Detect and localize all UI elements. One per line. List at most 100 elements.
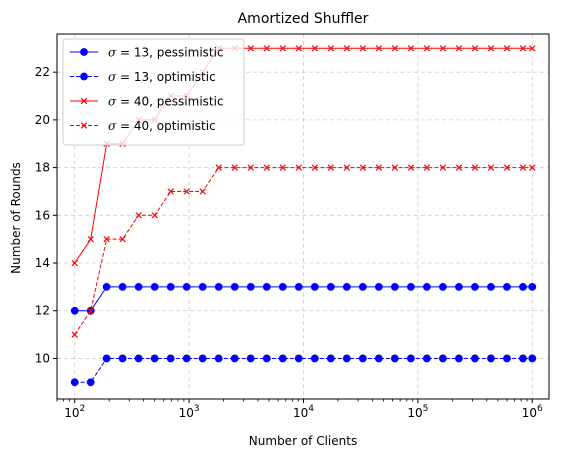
data-point-cross-b <box>423 164 431 171</box>
data-point-marker <box>406 282 415 291</box>
data-point-marker <box>70 306 79 315</box>
data-point-marker <box>166 282 175 291</box>
data-point-marker <box>134 354 143 363</box>
data-point-marker <box>102 354 111 363</box>
data-point-cross-b <box>471 45 479 52</box>
data-point-marker <box>294 282 303 291</box>
data-point-marker <box>118 354 127 363</box>
data-point-marker <box>119 235 126 243</box>
data-point-marker <box>487 282 495 291</box>
data-point-cross-b <box>279 164 286 171</box>
data-point-marker <box>262 282 271 291</box>
data-point-marker <box>439 45 447 52</box>
data-point-cross-b <box>295 164 302 171</box>
data-point-marker <box>359 45 367 52</box>
data-point-cross-b <box>247 164 254 171</box>
y-axis-label: Number of Rounds <box>9 162 23 274</box>
x-tick-label: 105 <box>407 404 428 420</box>
data-point-marker <box>471 45 479 52</box>
data-point-cross-b <box>529 45 536 52</box>
data-point-cross-b <box>311 164 319 171</box>
legend-entry: σ = 13, pessimistic <box>70 46 224 60</box>
data-point-marker <box>471 282 479 291</box>
data-point-marker <box>246 354 255 363</box>
data-point-marker <box>438 282 447 291</box>
data-point-marker <box>103 235 110 243</box>
chart-title: Amortized Shuffler <box>238 11 369 27</box>
data-point-cross-b <box>519 45 527 52</box>
data-point-cross-b <box>279 45 286 52</box>
plot-frame <box>56 33 550 400</box>
data-point-marker <box>87 235 94 243</box>
data-point-marker <box>86 378 95 387</box>
data-point-marker <box>247 164 254 171</box>
data-point-marker <box>519 354 527 363</box>
data-point-marker <box>102 282 111 291</box>
data-point-marker <box>407 164 415 171</box>
data-point-marker <box>519 164 527 171</box>
y-tick-label: 20 <box>35 113 50 127</box>
data-point-marker <box>278 282 287 291</box>
legend-box <box>62 38 245 146</box>
series-line <box>74 167 533 335</box>
data-point-cross-b <box>439 164 447 171</box>
data-point-marker <box>150 282 159 291</box>
data-point-marker <box>359 164 367 171</box>
data-point-marker <box>215 164 222 171</box>
data-point-marker <box>80 48 88 56</box>
data-point-marker <box>310 354 319 363</box>
data-point-cross-b <box>151 212 158 219</box>
data-point-cross-b <box>183 188 190 195</box>
legend-entry: σ = 40, optimistic <box>70 119 216 133</box>
data-point-marker <box>198 282 207 291</box>
data-point-marker <box>135 212 142 219</box>
data-point-marker <box>80 122 88 129</box>
data-point-marker <box>199 188 206 195</box>
data-point-cross-b <box>439 45 447 52</box>
data-point-marker <box>151 212 158 219</box>
x-axis-label: Number of Clients <box>249 434 357 448</box>
x-tick-label: 103 <box>179 404 200 420</box>
data-point-cross-b <box>375 45 383 52</box>
data-point-cross-b <box>327 45 335 52</box>
data-point-marker <box>80 97 88 105</box>
data-point-marker <box>167 188 174 195</box>
data-point-marker <box>295 164 302 171</box>
data-point-marker <box>423 45 431 52</box>
data-point-marker <box>343 45 351 52</box>
x-tick-label: 104 <box>293 404 314 420</box>
data-point-cross-b <box>215 164 222 171</box>
data-point-cross-b <box>247 45 254 52</box>
data-point-marker <box>455 354 463 363</box>
data-point-cross-b <box>529 164 536 171</box>
data-point-marker <box>311 45 319 52</box>
data-point-marker <box>529 164 536 171</box>
data-point-cross-b <box>263 164 270 171</box>
data-point-cross-b <box>343 45 351 52</box>
data-point-marker <box>503 45 511 52</box>
data-point-marker <box>71 331 78 338</box>
data-point-marker <box>247 45 254 52</box>
data-point-marker <box>374 282 383 291</box>
legend-label: σ = 40, pessimistic <box>108 95 224 109</box>
data-point-marker <box>246 282 255 291</box>
data-point-cross-b <box>80 122 88 129</box>
data-point-marker <box>528 354 537 363</box>
data-point-cross-b <box>375 164 383 171</box>
data-point-marker <box>230 282 239 291</box>
data-point-cross-b <box>87 235 94 243</box>
data-point-marker <box>422 354 431 363</box>
data-point-marker <box>231 164 238 171</box>
data-point-marker <box>263 164 270 171</box>
axis-ticks: 10 12 14 16 18 20 22 102 103 104 105 106 <box>35 65 543 420</box>
data-point-cross-b <box>295 45 302 52</box>
data-point-cross-b <box>359 45 367 52</box>
data-point-marker <box>528 282 537 291</box>
data-point-marker <box>471 164 479 171</box>
data-point-marker <box>198 354 207 363</box>
x-tick-label: 106 <box>522 404 543 420</box>
data-point-cross-b <box>503 164 511 171</box>
data-point-marker <box>166 354 175 363</box>
data-point-marker <box>390 354 399 363</box>
